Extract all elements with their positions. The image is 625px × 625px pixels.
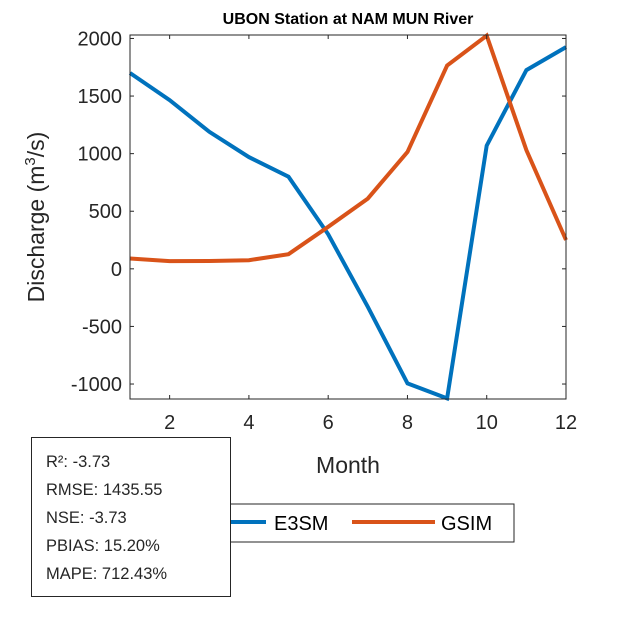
x-axis-label: Month: [316, 452, 380, 478]
y-tick-label: 1000: [78, 144, 123, 166]
series-layer: [128, 32, 568, 402]
x-axis: 2 4 6 8 10 12: [164, 35, 577, 434]
stat-rmse: RMSE: 1435.55: [46, 481, 163, 499]
stats-box: R²: -3.73 RMSE: 1435.55 NSE: -3.73 PBIAS…: [31, 437, 231, 597]
axes-box: [129, 34, 567, 400]
series-line-gsim: [129, 32, 568, 264]
x-tick-label: 10: [476, 412, 498, 434]
y-tick-label: -500: [82, 316, 122, 338]
y-tick-label: 500: [89, 201, 122, 223]
x-tick-label: 4: [243, 412, 254, 434]
x-tick-label: 8: [402, 412, 413, 434]
x-tick-label: 12: [555, 412, 577, 434]
y-tick-label: 2000: [78, 28, 123, 50]
y-axis: -1000 -500 0 500 1000 1500 2000: [71, 28, 566, 396]
legend-label-e3sm: E3SM: [274, 513, 328, 535]
y-tick-label: 0: [111, 259, 122, 281]
y-tick-label: 1500: [78, 86, 123, 108]
series-line-e3sm: [128, 45, 568, 402]
stat-nse: NSE: -3.73: [46, 509, 127, 527]
stat-pbias: PBIAS: 15.20%: [46, 537, 160, 555]
chart-title: UBON Station at NAM MUN River: [223, 11, 474, 28]
stat-r2: R²: -3.73: [46, 453, 111, 471]
y-axis-label: Discharge (m3/s): [22, 132, 49, 303]
stat-mape: MAPE: 712.43%: [46, 565, 168, 583]
legend-label-gsim: GSIM: [441, 513, 492, 535]
x-tick-label: 6: [323, 412, 334, 434]
legend: E3SM GSIM: [177, 503, 515, 543]
y-tick-label: -1000: [71, 374, 122, 396]
x-tick-label: 2: [164, 412, 175, 434]
